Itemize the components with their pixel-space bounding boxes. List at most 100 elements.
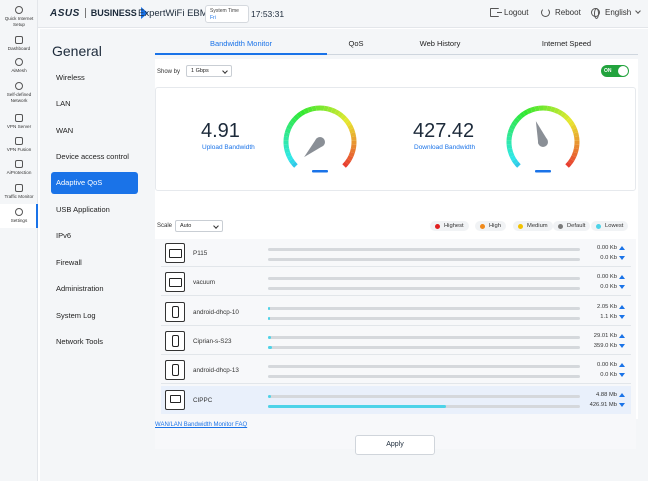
language-label: English <box>605 8 632 17</box>
bandwidth-faq-link[interactable]: WAN/LAN Bandwidth Monitor FAQ <box>155 422 248 428</box>
upload-bar <box>268 307 580 310</box>
gauge-hub <box>315 137 325 147</box>
brand-chevron-icon <box>140 7 148 19</box>
globe-icon <box>591 8 600 19</box>
rail-item-label: Dashboard <box>7 46 31 51</box>
client-row[interactable]: Ciprian-s-S23 29.01 Kb 359.0 Kb <box>161 327 631 355</box>
upload-rate: 0.00 Kb <box>597 362 625 368</box>
download-gauge <box>506 105 580 173</box>
system-clock: 17:53:31 <box>251 9 285 19</box>
rail-item-label: Settings <box>10 218 28 223</box>
scale-label: Scale <box>157 223 173 229</box>
router-model: ExpertWiFi EBM68 <box>138 8 219 19</box>
arrow-down-icon <box>619 256 625 260</box>
vacuum-icon <box>165 272 185 292</box>
client-row[interactable]: vacuum 0.00 Kb 0.0 Kb <box>161 268 631 296</box>
download-rate: 359.0 Kb <box>594 343 625 349</box>
apply-button[interactable]: Apply <box>355 435 435 455</box>
menu-item-adaptive-qos[interactable]: Adaptive QoS <box>51 172 138 194</box>
gauge-arc-segment <box>334 109 341 116</box>
client-name: android-dhcp-13 <box>193 367 239 374</box>
arrow-down-icon <box>619 315 625 319</box>
menu-item-wireless[interactable]: Wireless <box>56 73 85 82</box>
gauge-base <box>535 170 551 173</box>
reboot-button[interactable]: Reboot <box>541 8 581 17</box>
rail-item-aiprotection[interactable]: AiProtection <box>0 160 38 176</box>
gauge-arc-segment <box>567 158 575 165</box>
rail-item-self-defined-network[interactable]: Self-defined Network <box>0 82 38 103</box>
menu-item-system-log[interactable]: System Log <box>56 311 96 320</box>
client-row[interactable]: android-dhcp-13 0.00 Kb 0.0 Kb <box>161 356 631 384</box>
rail-item-aimesh[interactable]: AiMesh <box>0 58 38 74</box>
icon-rail: Quick Internet Setup Dashboard AiMesh Se… <box>0 0 38 481</box>
smart-plug-icon <box>165 243 185 263</box>
gauge-arc-segment <box>563 114 570 121</box>
bandwidth-monitor-toggle[interactable]: ON <box>601 65 629 77</box>
download-bandwidth-label: Download Bandwidth <box>414 144 476 151</box>
reboot-label: Reboot <box>555 8 581 17</box>
scale-select[interactable]: Auto <box>175 220 223 232</box>
menu-item-ipv6[interactable]: IPv6 <box>56 231 72 240</box>
system-time-box: System Time Fri <box>205 5 249 23</box>
client-name: android-dhcp-10 <box>193 309 239 316</box>
rail-item-label: Quick Internet Setup <box>4 16 34 27</box>
show-by-select[interactable]: 1 Gbps <box>186 65 232 77</box>
gauge-arc-segment <box>286 124 293 130</box>
gauge-arc-segment <box>508 151 515 158</box>
tab-qos[interactable]: QoS <box>348 39 364 48</box>
rail-item-dashboard[interactable]: Dashboard <box>0 36 38 52</box>
download-rate: 0.0 Kb <box>600 372 625 378</box>
client-name: vacuum <box>193 279 216 286</box>
rail-item-settings[interactable]: Settings <box>0 204 38 228</box>
rail-item-vpn-server[interactable]: VPN Server <box>0 114 38 130</box>
menu-item-device-access-control[interactable]: Device access control <box>56 152 129 161</box>
bandwidth-gauges: 4.91 Upload Bandwidth 427.42 Download Ba… <box>155 87 636 191</box>
gauge-arc-segment <box>506 132 513 138</box>
arrow-up-icon <box>619 334 625 338</box>
gauge-arc-segment <box>330 107 337 114</box>
arrow-up-icon <box>619 393 625 397</box>
client-name: Ciprian-s-S23 <box>193 338 232 345</box>
logout-button[interactable]: Logout <box>490 8 528 17</box>
tab-internet-speed[interactable]: Internet Speed <box>541 39 592 48</box>
legend-dot <box>480 223 485 229</box>
menu-item-wan[interactable]: WAN <box>56 126 74 135</box>
gauge-arc-segment <box>285 151 292 158</box>
client-row[interactable]: CIPPC 4.88 Mb 426.91 Mb <box>161 386 631 414</box>
gauge-arc-segment <box>557 109 564 116</box>
download-bar <box>268 346 580 349</box>
rail-item-vpn-fusion[interactable]: VPN Fusion <box>0 137 38 153</box>
chevron-down-icon <box>635 8 642 14</box>
phone-icon <box>165 302 185 322</box>
menu-item-administration[interactable]: Administration <box>56 284 104 293</box>
tab-web-history[interactable]: Web History <box>419 39 461 48</box>
client-row[interactable]: android-dhcp-10 2.05 Kb 1.1 Kb <box>161 298 631 326</box>
client-row[interactable]: P115 0.00 Kb 0.0 Kb <box>161 239 631 267</box>
top-bar: ASUS BUSINESS ExpertWiFi EBM68 System Ti… <box>0 0 648 28</box>
rail-item-traffic-monitor[interactable]: Traffic Monitor <box>0 184 38 200</box>
upload-rate: 2.05 Kb <box>597 304 625 310</box>
legend-default: Default <box>553 221 591 231</box>
gauge-base <box>312 170 328 173</box>
menu-item-firewall[interactable]: Firewall <box>56 258 82 267</box>
rail-item-quick-internet-setup[interactable]: Quick Internet Setup <box>0 6 38 27</box>
gauge-arc-segment <box>288 158 296 165</box>
traffic-monitor-icon <box>15 184 23 192</box>
menu-item-usb-application[interactable]: USB Application <box>56 205 110 214</box>
menu-item-lan[interactable]: LAN <box>56 99 71 108</box>
legend-lowest: Lowest <box>591 221 629 231</box>
gauge-arc-segment <box>526 107 533 114</box>
aimesh-icon <box>15 58 23 66</box>
legend-label: Default <box>567 223 586 229</box>
rail-item-label: Self-defined Network <box>6 92 32 103</box>
language-select[interactable]: English <box>591 8 642 19</box>
arrow-up-icon <box>619 305 625 309</box>
tab-bandwidth-monitor[interactable]: Bandwidth Monitor <box>155 35 327 55</box>
gauge-arc-segment <box>349 148 356 154</box>
gauge-arc-segment <box>337 111 344 119</box>
rail-item-label: VPN Server <box>6 124 32 129</box>
menu-item-network-tools[interactable]: Network Tools <box>56 337 103 346</box>
shield-icon <box>15 160 23 168</box>
network-icon <box>15 82 23 90</box>
gauge-arc-segment <box>511 120 518 127</box>
